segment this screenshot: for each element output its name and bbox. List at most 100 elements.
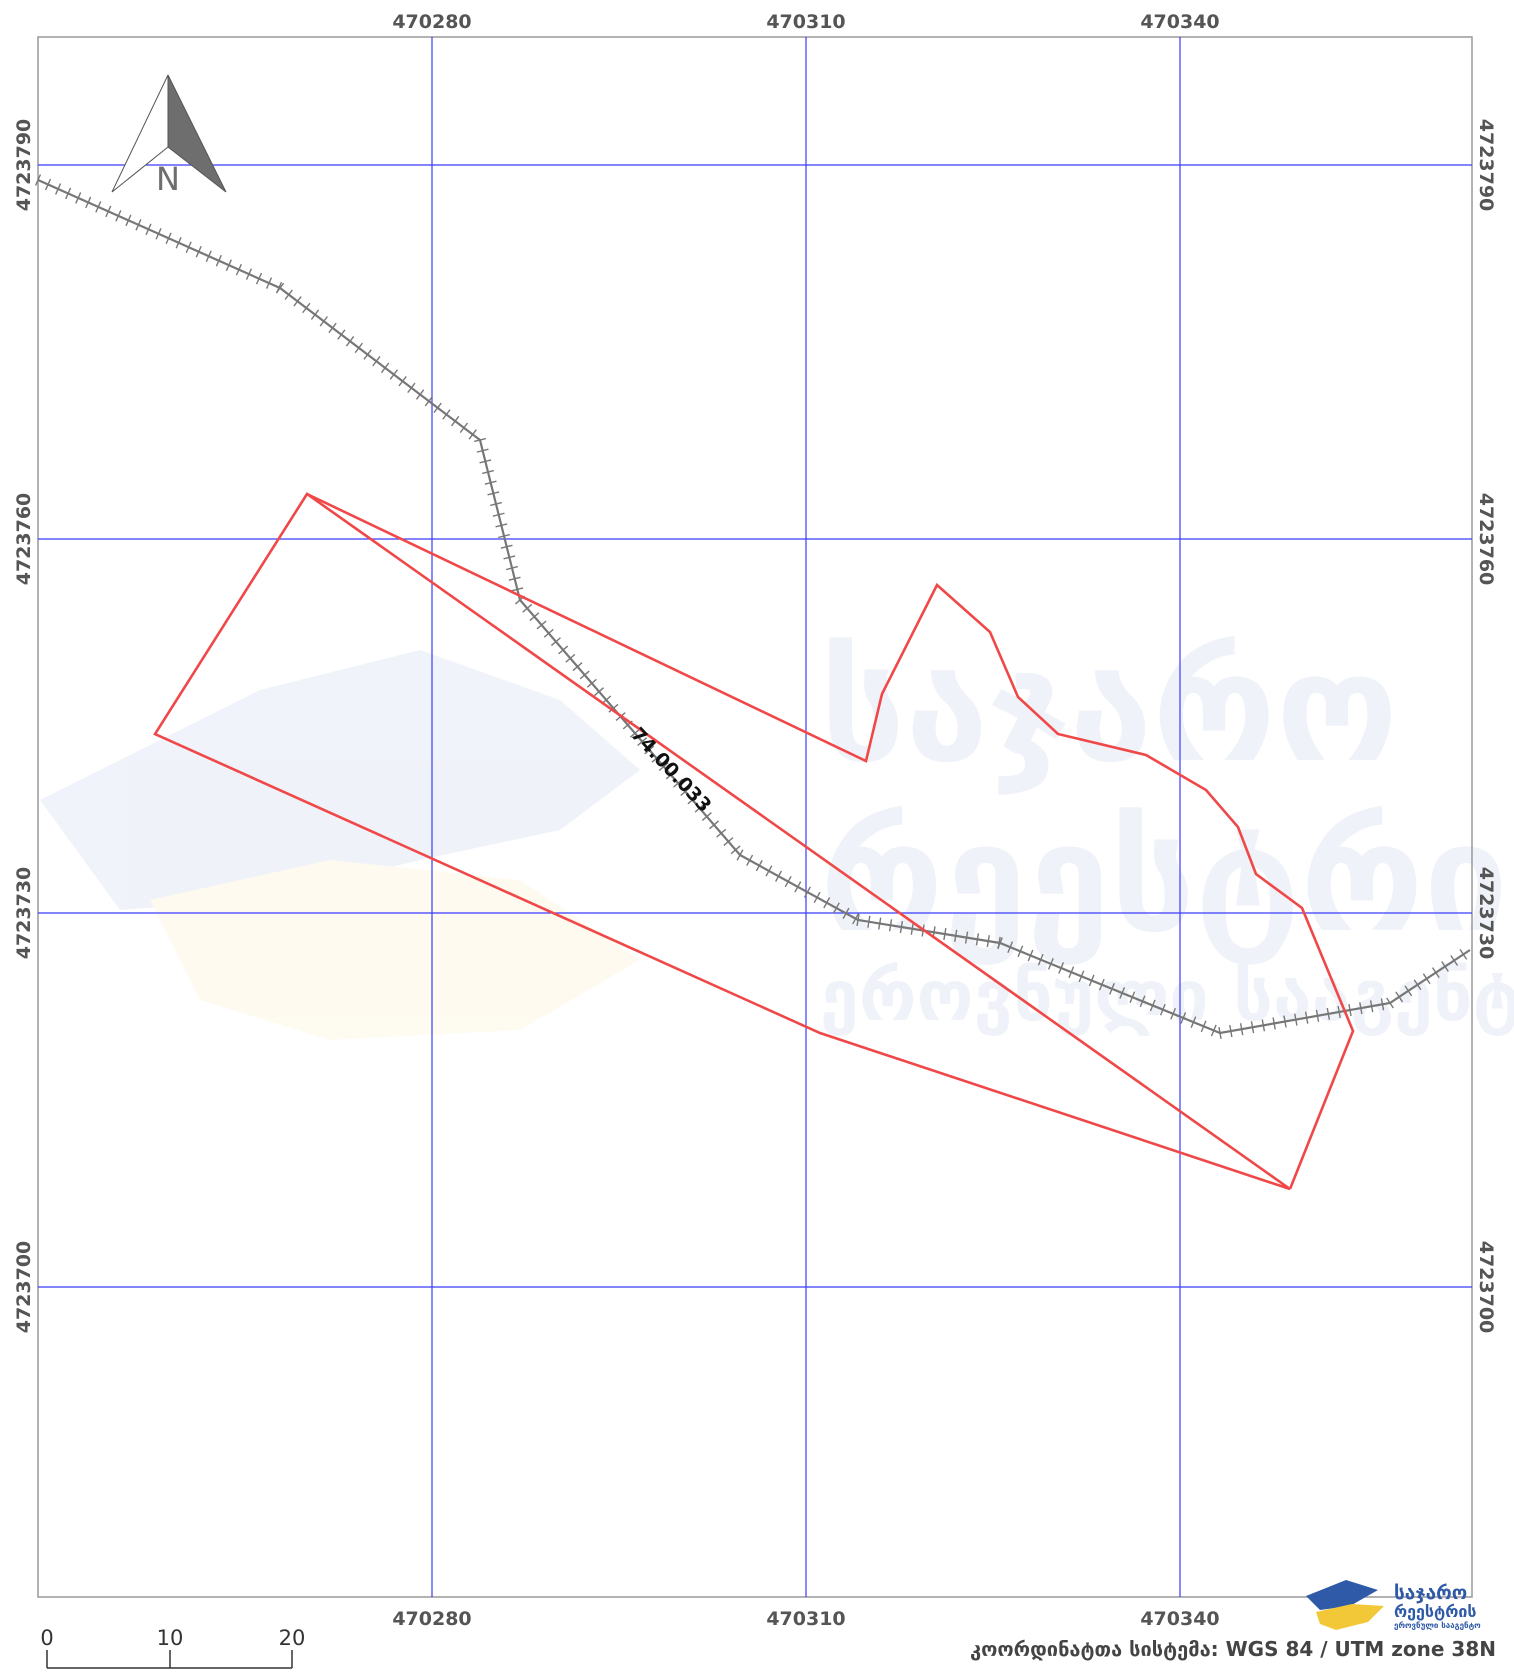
railway-tie xyxy=(363,349,372,360)
railway-tie xyxy=(476,448,489,453)
railway-tie xyxy=(1395,991,1404,1003)
railway-tie xyxy=(651,753,662,763)
parcel-boundary-rectangle[interactable] xyxy=(153,492,1291,1191)
railway-tie xyxy=(658,762,669,772)
railway-tie xyxy=(1200,1020,1207,1033)
scale-label-0: 0 xyxy=(40,1626,53,1650)
railway-tie xyxy=(842,907,850,919)
railway-tie xyxy=(1459,949,1468,960)
railway-tie xyxy=(1190,1016,1197,1028)
railway-tie xyxy=(490,501,502,507)
railway-tie xyxy=(1119,987,1126,999)
railway-tie xyxy=(954,929,958,942)
railway-tie xyxy=(1037,953,1044,966)
railway-tie xyxy=(265,277,273,289)
railway-tie xyxy=(433,402,442,414)
railway-tie xyxy=(1058,962,1065,974)
railway-tie xyxy=(899,921,904,934)
scale-label-20: 20 xyxy=(279,1626,306,1650)
railway-tie xyxy=(687,795,698,805)
railway-tie xyxy=(1441,961,1449,972)
y-tick-right-4: 4723700 xyxy=(1475,1241,1497,1334)
railway-tie xyxy=(511,587,524,592)
railway-tie xyxy=(145,223,152,236)
railway-tie xyxy=(986,935,990,948)
railway-line xyxy=(34,174,1471,1040)
railway-tie xyxy=(1218,1026,1222,1040)
railway-tie xyxy=(506,565,519,571)
coordinate-system-label: კოორდინატთა სისტემა: WGS 84 / UTM zone 3… xyxy=(969,1637,1496,1661)
railway-tie xyxy=(105,205,112,218)
railway-tie xyxy=(550,637,561,647)
railway-tie xyxy=(543,628,554,638)
railway-tie xyxy=(536,620,547,630)
railway-tie xyxy=(644,745,655,755)
railway-tie xyxy=(784,875,792,888)
railway-tie xyxy=(878,917,882,930)
railway-tie xyxy=(943,928,947,941)
x-tick-top-3: 470340 xyxy=(1140,11,1219,33)
railway-tie xyxy=(723,837,734,846)
railway-tie xyxy=(1326,1007,1331,1020)
railway-tie xyxy=(594,687,605,697)
railway-tie xyxy=(354,342,364,354)
railway-tie xyxy=(1380,998,1385,1011)
railway-tie xyxy=(498,533,511,539)
railway-tie xyxy=(1139,995,1146,1008)
railway-tie xyxy=(1088,974,1095,987)
railway-tie xyxy=(680,787,691,797)
railway-tie xyxy=(135,219,142,231)
railway-tie xyxy=(407,382,416,394)
logo-text-line3: ეროვნული სააგენტო xyxy=(1394,1621,1481,1630)
railway-tie xyxy=(1304,1011,1309,1024)
logo-text-line2: რეესტრის xyxy=(1394,1602,1477,1621)
railway-tie xyxy=(586,678,597,688)
railway-tie xyxy=(1337,1005,1341,1019)
x-tick-bottom-1: 470280 xyxy=(392,1608,471,1630)
railway-tie xyxy=(709,820,720,830)
railway-tie xyxy=(1068,966,1075,978)
railway-tie xyxy=(730,845,741,855)
railway-tie xyxy=(479,459,492,464)
x-tick-bottom-3: 470340 xyxy=(1140,1608,1219,1630)
watermark-text-3: ეროვნული სააგენტო xyxy=(820,955,1514,1037)
railway-tie xyxy=(565,653,576,663)
railway-tie xyxy=(1109,982,1115,995)
railway-tie xyxy=(694,803,705,813)
north-arrow: N xyxy=(111,74,227,198)
railway-tie xyxy=(1159,1003,1166,1016)
scale-bar: 0 10 20 xyxy=(40,1626,306,1669)
registry-logo-emblem xyxy=(1306,1580,1384,1630)
railway-tie xyxy=(673,778,684,788)
railway-tie xyxy=(195,245,202,258)
registry-logo: საჯარო რეესტრის ეროვნული სააგენტო xyxy=(1302,1582,1492,1632)
railway-tie xyxy=(629,728,640,738)
railway-tie xyxy=(468,429,477,440)
railway-tie xyxy=(34,174,42,186)
parcel-boundary-outline[interactable] xyxy=(306,492,1355,1190)
railway-tie xyxy=(1431,967,1440,979)
railway-tie xyxy=(319,316,328,327)
railway-tie xyxy=(1078,970,1085,983)
railway-tie xyxy=(997,937,1003,949)
railway-tie xyxy=(1450,955,1459,966)
railway-tie xyxy=(975,933,980,946)
railway-tie xyxy=(1422,973,1431,985)
railway-tie xyxy=(503,555,516,560)
railway-tie xyxy=(736,849,744,861)
railway-tie xyxy=(1129,991,1136,1003)
railway-tie xyxy=(225,259,232,271)
railway-tie xyxy=(1017,945,1024,958)
railway-tie xyxy=(579,670,590,680)
y-axis-labels-left: 4723790 4723760 4723730 4723700 xyxy=(13,119,35,1334)
railway-tie xyxy=(765,865,773,877)
x-tick-bottom-2: 470310 xyxy=(766,1608,845,1630)
railway-tie xyxy=(1149,999,1156,1012)
railway-tie xyxy=(1180,1012,1187,1024)
y-tick-right-2: 4723760 xyxy=(1475,493,1497,586)
y-tick-left-4: 4723700 xyxy=(13,1241,35,1334)
railway-tie xyxy=(755,860,763,872)
y-tick-right-3: 4723730 xyxy=(1475,867,1497,960)
railway-tie xyxy=(215,254,222,267)
